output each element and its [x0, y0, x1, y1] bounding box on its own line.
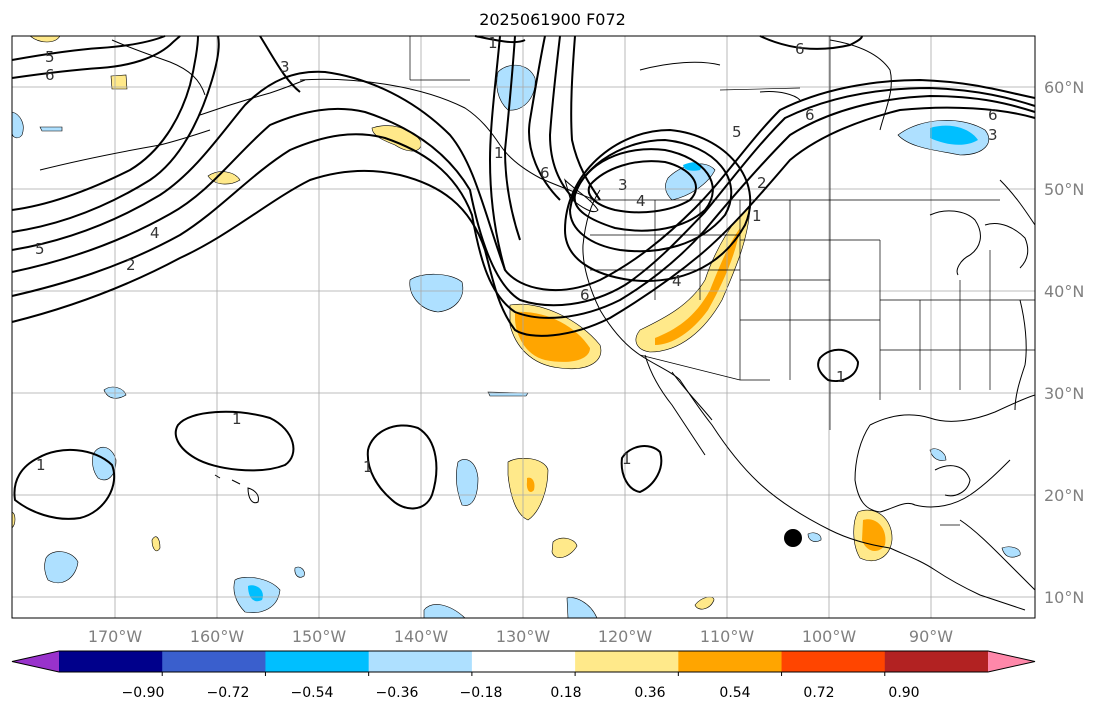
positive-anomaly-fills	[11, 35, 893, 610]
coastlines	[39, 39, 1036, 611]
contour-label: 5	[732, 123, 742, 141]
political-borders	[409, 36, 1035, 526]
colorbar-segment	[59, 651, 163, 672]
contour-label: 1	[232, 410, 242, 428]
lon-label: 110°W	[700, 627, 755, 646]
map-frame	[11, 35, 1036, 619]
colorbar-segment	[781, 651, 886, 672]
map-title: 2025061900 F072	[479, 10, 626, 29]
lat-label: 60°N	[1044, 78, 1084, 97]
contour-label: 6	[795, 40, 805, 58]
lat-label: 10°N	[1044, 588, 1084, 607]
lat-label: 30°N	[1044, 384, 1084, 403]
colorbar-tick-label: 0.36	[634, 685, 665, 701]
colorbar-segment	[368, 651, 473, 672]
contour-label: 1	[622, 450, 632, 468]
contour-label: 1	[36, 456, 46, 474]
colorbar-tick-labels: −0.90 −0.72 −0.54 −0.36 −0.18 0.18 0.36 …	[122, 685, 920, 701]
contour-labels: 5 6 3 1 6 5 4 2 6 6 5 3 4 2 1 6 1 1 1 1 …	[35, 34, 998, 476]
colorbar-segment	[162, 651, 266, 672]
colorbar-segment	[575, 651, 679, 672]
colorbar-tick-label: −0.90	[122, 685, 165, 701]
lon-label: 130°W	[496, 627, 551, 646]
contour-lines	[11, 35, 1036, 520]
colorbar-extension-high	[988, 651, 1035, 672]
longitude-labels: 170°W 160°W 150°W 140°W 130°W 120°W 110°…	[88, 627, 953, 646]
lat-label: 20°N	[1044, 486, 1084, 505]
colorbar-tick-label: −0.54	[291, 685, 334, 701]
lon-label: 90°W	[909, 627, 953, 646]
colorbar-segment	[265, 651, 370, 672]
lon-label: 150°W	[292, 627, 347, 646]
latitude-labels: 60°N 50°N 40°N 30°N 20°N 10°N	[1044, 78, 1084, 607]
negative-anomaly-fills	[11, 64, 1021, 619]
lat-label: 40°N	[1044, 282, 1084, 301]
contour-label: 2	[126, 256, 136, 274]
contour-label: 1	[488, 34, 498, 52]
gridlines	[12, 36, 1035, 618]
contour-label: 2	[757, 174, 767, 192]
contour-label: 1	[836, 368, 846, 386]
contour-label: 4	[672, 272, 682, 290]
contour-label: 4	[150, 224, 160, 242]
contour-label: 3	[280, 58, 290, 76]
colorbar-tick-label: 0.72	[803, 685, 834, 701]
colorbar-tick-label: −0.18	[460, 685, 503, 701]
colorbar-extension-low	[12, 651, 59, 672]
lon-label: 160°W	[190, 627, 245, 646]
colorbar-tick-label: 0.18	[550, 685, 581, 701]
contour-label: 4	[636, 192, 646, 210]
lon-label: 170°W	[88, 627, 143, 646]
contour-label: 6	[580, 286, 590, 304]
contour-label: 5	[35, 240, 45, 258]
lon-label: 100°W	[802, 627, 857, 646]
colorbar-tick-label: −0.36	[376, 685, 419, 701]
lat-label: 50°N	[1044, 180, 1084, 199]
contour-label: 6	[988, 106, 998, 124]
contour-label: 3	[988, 126, 998, 144]
colorbar-tick-label: −0.72	[207, 685, 250, 701]
colorbar-outline	[11, 650, 1036, 673]
colorbar	[11, 650, 1036, 676]
contour-label: 6	[45, 66, 55, 84]
colorbar-segment	[884, 651, 989, 672]
contour-label: 6	[540, 164, 550, 182]
contour-label: 1	[363, 458, 373, 476]
contour-label: 5	[45, 48, 55, 66]
contour-label: 1	[752, 207, 762, 225]
contour-label: 6	[805, 106, 815, 124]
contour-label: 1	[494, 144, 504, 162]
colorbar-segment	[678, 651, 783, 672]
lon-label: 140°W	[394, 627, 449, 646]
colorbar-tick-label: 0.54	[719, 685, 750, 701]
colorbar-segment	[471, 651, 576, 672]
storm-center-marker	[784, 529, 802, 547]
lon-label: 120°W	[598, 627, 653, 646]
colorbar-tick-label: 0.90	[888, 685, 919, 701]
contour-label: 3	[618, 176, 628, 194]
